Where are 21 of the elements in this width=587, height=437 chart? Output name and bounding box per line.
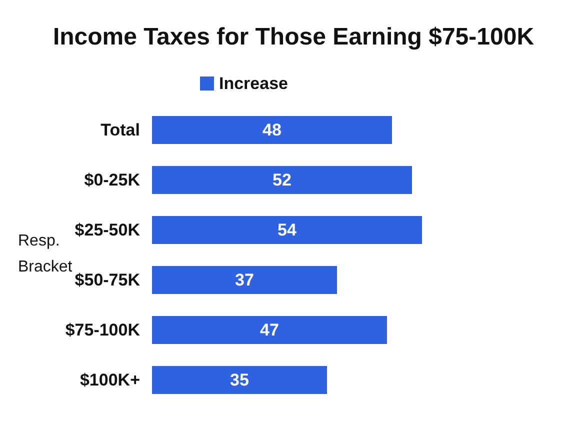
data-label: 48	[262, 120, 282, 140]
y-tick-label: $0-25K	[84, 170, 141, 190]
y-tick-label: $100K+	[80, 370, 140, 390]
data-label: 35	[230, 370, 249, 390]
data-label: 47	[260, 320, 279, 340]
legend-label: Increase	[219, 74, 288, 93]
y-tick-label: $75-100K	[65, 320, 141, 340]
bar	[152, 116, 392, 144]
bar	[152, 366, 327, 394]
y-tick-label: $25-50K	[74, 220, 141, 240]
chart-title: Income Taxes for Those Earning $75-100K	[52, 24, 535, 50]
data-label: 52	[272, 170, 292, 190]
y-axis-title: Resp. Bracket	[18, 232, 73, 276]
bar	[152, 216, 422, 244]
bar	[152, 316, 387, 344]
bar	[152, 266, 337, 294]
y-tick-label: Total	[100, 120, 140, 140]
bar	[152, 166, 412, 194]
data-label: 37	[235, 270, 254, 290]
y-tick-label: $50-75K	[74, 270, 141, 290]
data-label: 54	[278, 220, 297, 240]
